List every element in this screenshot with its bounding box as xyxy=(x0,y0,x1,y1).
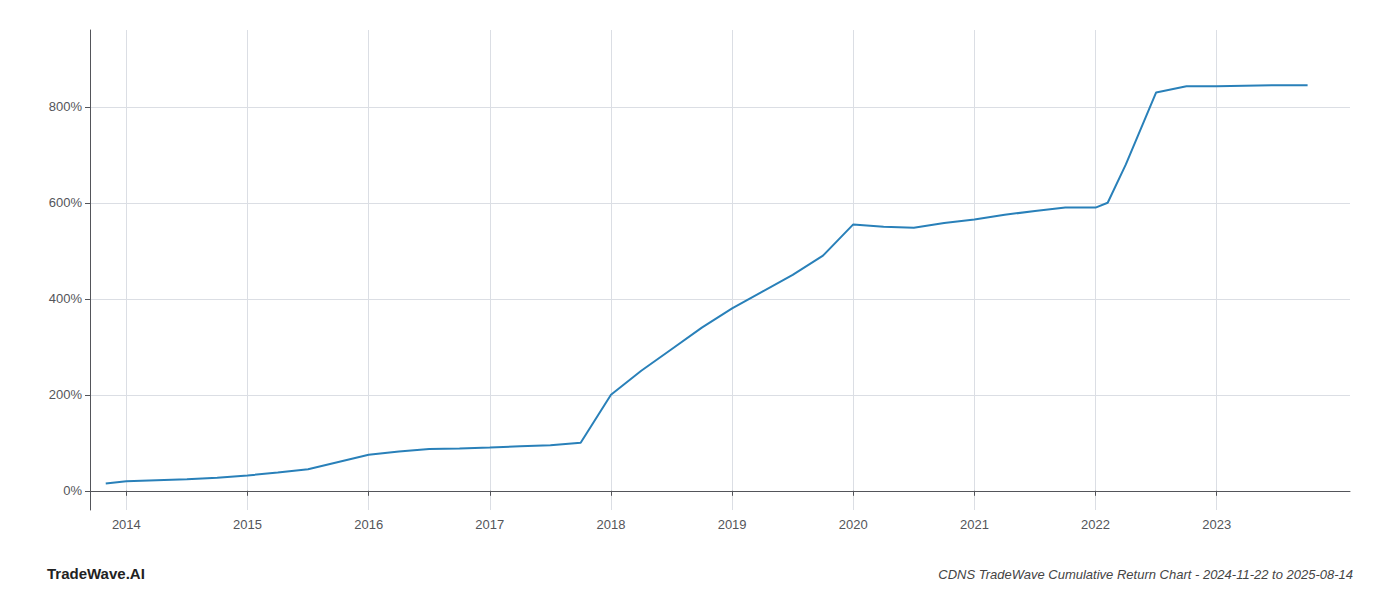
svg-text:2016: 2016 xyxy=(354,517,383,532)
svg-text:200%: 200% xyxy=(49,387,83,402)
svg-text:800%: 800% xyxy=(49,99,83,114)
svg-text:2018: 2018 xyxy=(597,517,626,532)
svg-text:2022: 2022 xyxy=(1081,517,1110,532)
svg-text:2019: 2019 xyxy=(718,517,747,532)
svg-text:2021: 2021 xyxy=(960,517,989,532)
svg-text:400%: 400% xyxy=(49,291,83,306)
svg-text:2020: 2020 xyxy=(839,517,868,532)
svg-text:CDNS TradeWave Cumulative Retu: CDNS TradeWave Cumulative Return Chart -… xyxy=(938,567,1353,582)
svg-text:0%: 0% xyxy=(63,483,82,498)
svg-text:2014: 2014 xyxy=(112,517,141,532)
svg-text:2017: 2017 xyxy=(475,517,504,532)
svg-text:600%: 600% xyxy=(49,195,83,210)
svg-text:TradeWave.AI: TradeWave.AI xyxy=(47,565,145,582)
svg-text:2023: 2023 xyxy=(1202,517,1231,532)
svg-text:2015: 2015 xyxy=(233,517,262,532)
